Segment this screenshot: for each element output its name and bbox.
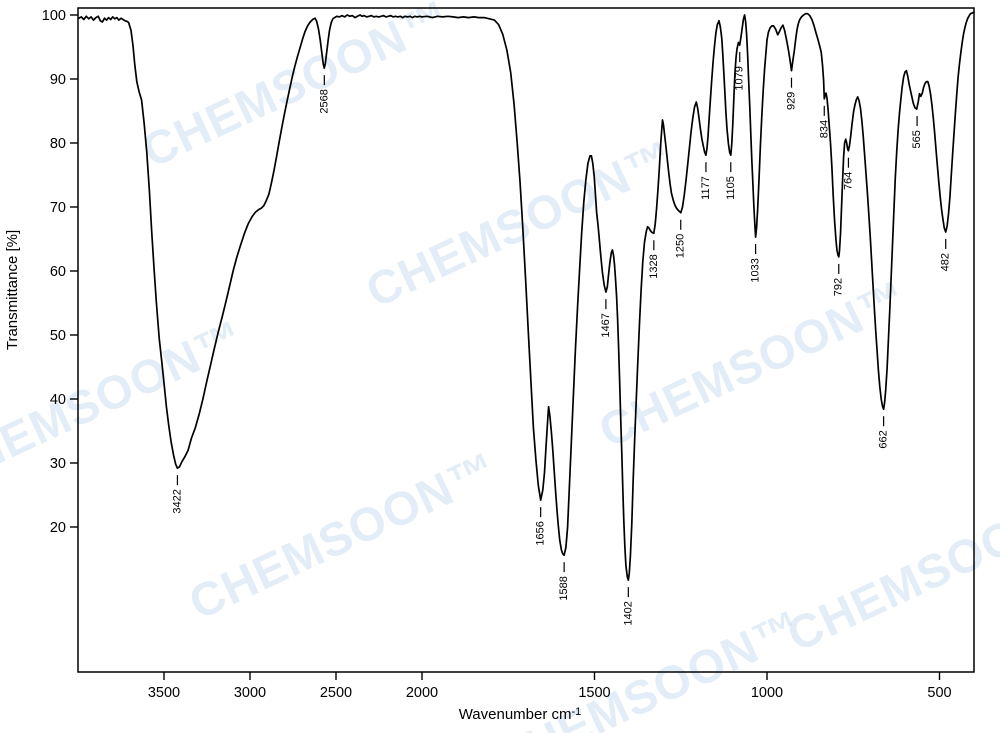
plot-frame-border [77,7,975,673]
peak-label: 834 [818,120,830,138]
y-axis: 100 90 80 70 60 50 40 30 20 [42,8,78,536]
peak-label: 1328 [648,254,660,278]
x-tick-label: 2000 [406,685,438,701]
x-tick-label: 1500 [578,685,610,701]
peak-annotation-1467: 1467 [600,299,612,338]
peak-annotations: 3422 2568 1656 1588 1467 1402 1328 1250 1177 1105… [171,52,952,626]
peak-annotation-565: 565 [911,116,923,148]
peak-label: 482 [940,253,952,271]
peak-label: 1033 [750,258,762,282]
watermark: CHEMSOON™ [181,441,505,630]
y-tick-label: 60 [50,264,66,280]
peak-annotation-2568: 2568 [318,75,330,114]
peak-label: 565 [911,130,923,148]
watermark: CHEMSOON™ [591,269,915,458]
peak-label: 1250 [675,234,687,258]
watermark: CHEMSOON™ [779,473,1000,662]
y-axis-title: Transmittance [%] [4,230,21,350]
peak-annotation-1402: 1402 [622,587,634,626]
y-tick-label: 70 [50,200,66,216]
peak-annotation-1177: 1177 [700,162,712,200]
peak-annotation-1105: 1105 [725,162,737,200]
peak-annotation-929: 929 [785,77,797,110]
x-axis-title: Wavenumber cm-1 [459,706,582,723]
peak-annotation-764: 764 [842,157,854,190]
peak-label: 1105 [725,176,737,200]
x-tick-label: 2500 [320,685,352,701]
watermark: CHEMSOON™ [0,309,252,498]
y-tick-label: 50 [50,328,66,344]
y-tick-label: 20 [50,520,66,536]
spectrum-curve-group [78,11,975,581]
y-tick-label: 90 [50,72,66,88]
peak-annotation-3422: 3422 [171,475,183,514]
peak-annotation-1033: 1033 [750,244,762,283]
plot-frame [77,7,975,673]
peak-annotation-1656: 1656 [535,507,547,546]
peak-annotation-482: 482 [940,238,952,271]
peak-label: 662 [878,430,890,448]
watermark: CHEMSOON™ [358,129,682,318]
peak-label: 792 [833,278,845,296]
x-tick-label: 500 [927,685,951,701]
peak-annotation-1250: 1250 [675,219,687,258]
peak-annotation-1079: 1079 [734,52,746,91]
x-tick-label: 1000 [751,685,783,701]
peak-label: 1402 [622,601,634,625]
axis-titles: Transmittance [%] Wavenumber cm-1 [4,230,581,723]
y-tick-label: 40 [50,392,66,408]
peak-annotation-834: 834 [818,105,830,138]
watermark: CHEMSOON™ [134,0,458,177]
y-tick-label: 80 [50,136,66,152]
peak-label: 1177 [700,176,712,200]
peak-label: 1079 [734,66,746,90]
y-tick-label: 100 [42,8,66,24]
x-axis: 3500 3000 2500 2000 1500 1000 500 [148,672,952,701]
y-tick-label: 30 [50,456,66,472]
peak-label: 929 [785,92,797,110]
peak-annotation-662: 662 [878,416,890,449]
peak-annotation-792: 792 [833,263,845,296]
peak-label: 1467 [600,313,612,337]
peak-annotation-1328: 1328 [648,240,660,279]
peak-label: 1588 [558,576,570,600]
peak-label: 1656 [535,521,547,545]
spectrum-curve [78,11,975,581]
peak-label: 2568 [318,89,330,113]
x-tick-label: 3500 [148,685,180,701]
peak-label: 3422 [171,489,183,513]
x-tick-label: 3000 [234,685,266,701]
peak-label: 764 [842,172,854,190]
peak-annotation-1588: 1588 [558,562,570,601]
